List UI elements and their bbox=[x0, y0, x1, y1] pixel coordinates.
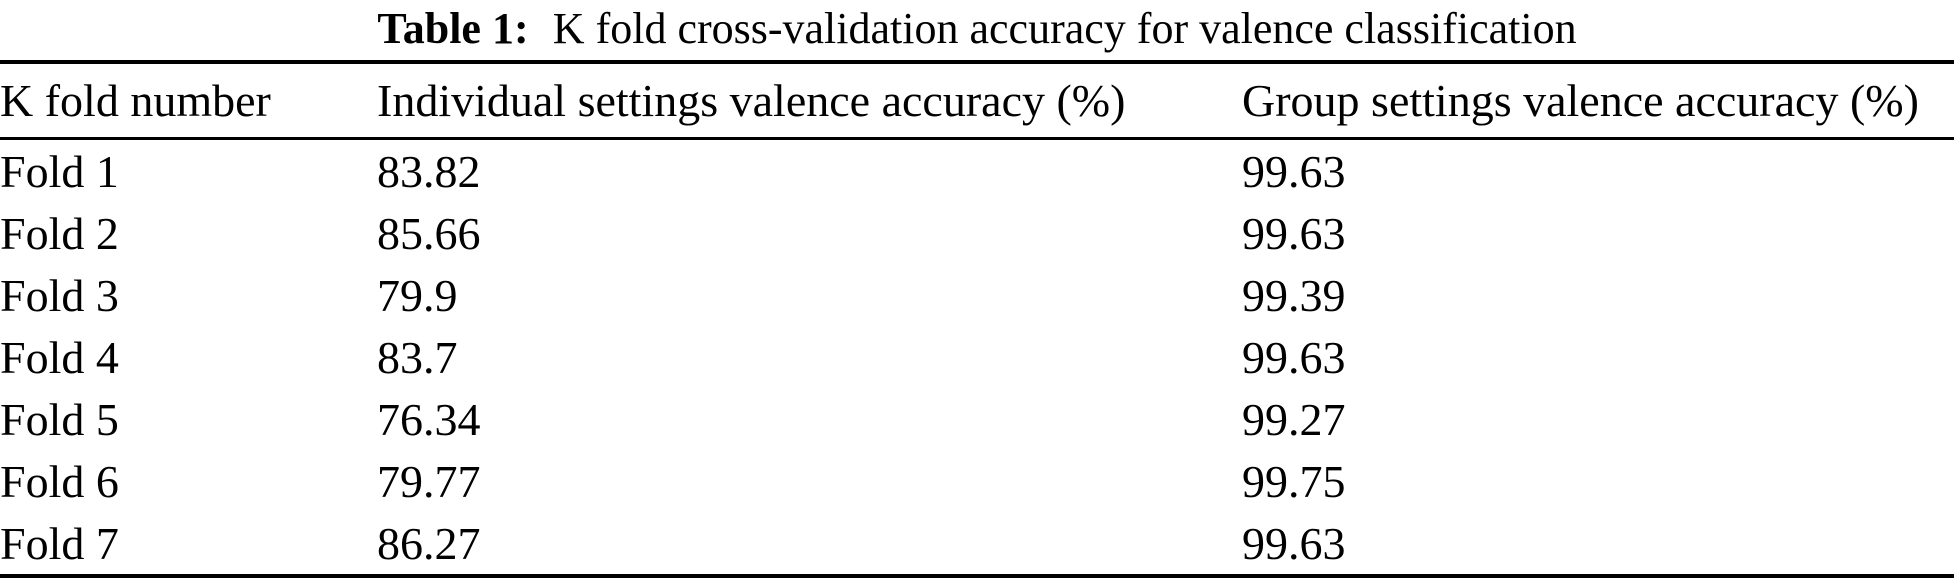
row-group-accuracy-value: 99.63 bbox=[1242, 331, 1346, 383]
row-individual-accuracy-value: 76.34 bbox=[377, 393, 481, 445]
row-individual-accuracy-value: 83.82 bbox=[377, 145, 481, 197]
row-group-accuracy-value: 99.63 bbox=[1242, 207, 1346, 259]
row-individual-accuracy-value: 83.7 bbox=[377, 331, 458, 383]
table-body: Fold 1 83.82 99.63 Fold 2 85.66 99.63 Fold 3 79… bbox=[0, 139, 1954, 577]
row-group-accuracy-value: 99.63 bbox=[1242, 517, 1346, 569]
table-row: Fold 2 85.66 99.63 bbox=[0, 202, 1954, 264]
row-individual-accuracy-value: 85.66 bbox=[377, 207, 481, 259]
row-group-accuracy-value: 99.27 bbox=[1242, 393, 1346, 445]
column-header-individual-accuracy: Individual settings valence accuracy (%) bbox=[377, 62, 1242, 140]
row-fold-label: Fold 1 bbox=[0, 145, 119, 197]
row-fold-label: Fold 7 bbox=[0, 517, 119, 569]
table-caption-label: Table 1: bbox=[377, 4, 529, 53]
table-row: Fold 4 83.7 99.63 bbox=[0, 326, 1954, 388]
table-caption: Table 1: K fold cross-validation accuracy… bbox=[0, 0, 1954, 60]
table-row: Fold 7 86.27 99.63 bbox=[0, 512, 1954, 576]
row-individual-accuracy-value: 86.27 bbox=[377, 517, 481, 569]
row-group-accuracy-value: 99.75 bbox=[1242, 455, 1346, 507]
row-individual-accuracy-value: 79.77 bbox=[377, 455, 481, 507]
row-individual-accuracy-value: 79.9 bbox=[377, 269, 458, 321]
kfold-accuracy-table: K fold number Individual settings valenc… bbox=[0, 60, 1954, 578]
table-row: Fold 1 83.82 99.63 bbox=[0, 139, 1954, 203]
table-caption-text: K fold cross-validation accuracy for val… bbox=[552, 4, 1577, 53]
row-fold-label: Fold 3 bbox=[0, 269, 119, 321]
row-fold-label: Fold 5 bbox=[0, 393, 119, 445]
table-row: Fold 6 79.77 99.75 bbox=[0, 450, 1954, 512]
row-group-accuracy-value: 99.39 bbox=[1242, 269, 1346, 321]
table-header-row: K fold number Individual settings valenc… bbox=[0, 62, 1954, 140]
column-header-kfold-number: K fold number bbox=[0, 62, 377, 140]
table-row: Fold 5 76.34 99.27 bbox=[0, 388, 1954, 450]
row-fold-label: Fold 6 bbox=[0, 455, 119, 507]
table-row: Fold 3 79.9 99.39 bbox=[0, 264, 1954, 326]
table-header: K fold number Individual settings valenc… bbox=[0, 62, 1954, 140]
row-fold-label: Fold 4 bbox=[0, 331, 119, 383]
row-fold-label: Fold 2 bbox=[0, 207, 119, 259]
column-header-group-accuracy: Group settings valence accuracy (%) bbox=[1242, 62, 1954, 140]
row-group-accuracy-value: 99.63 bbox=[1242, 145, 1346, 197]
